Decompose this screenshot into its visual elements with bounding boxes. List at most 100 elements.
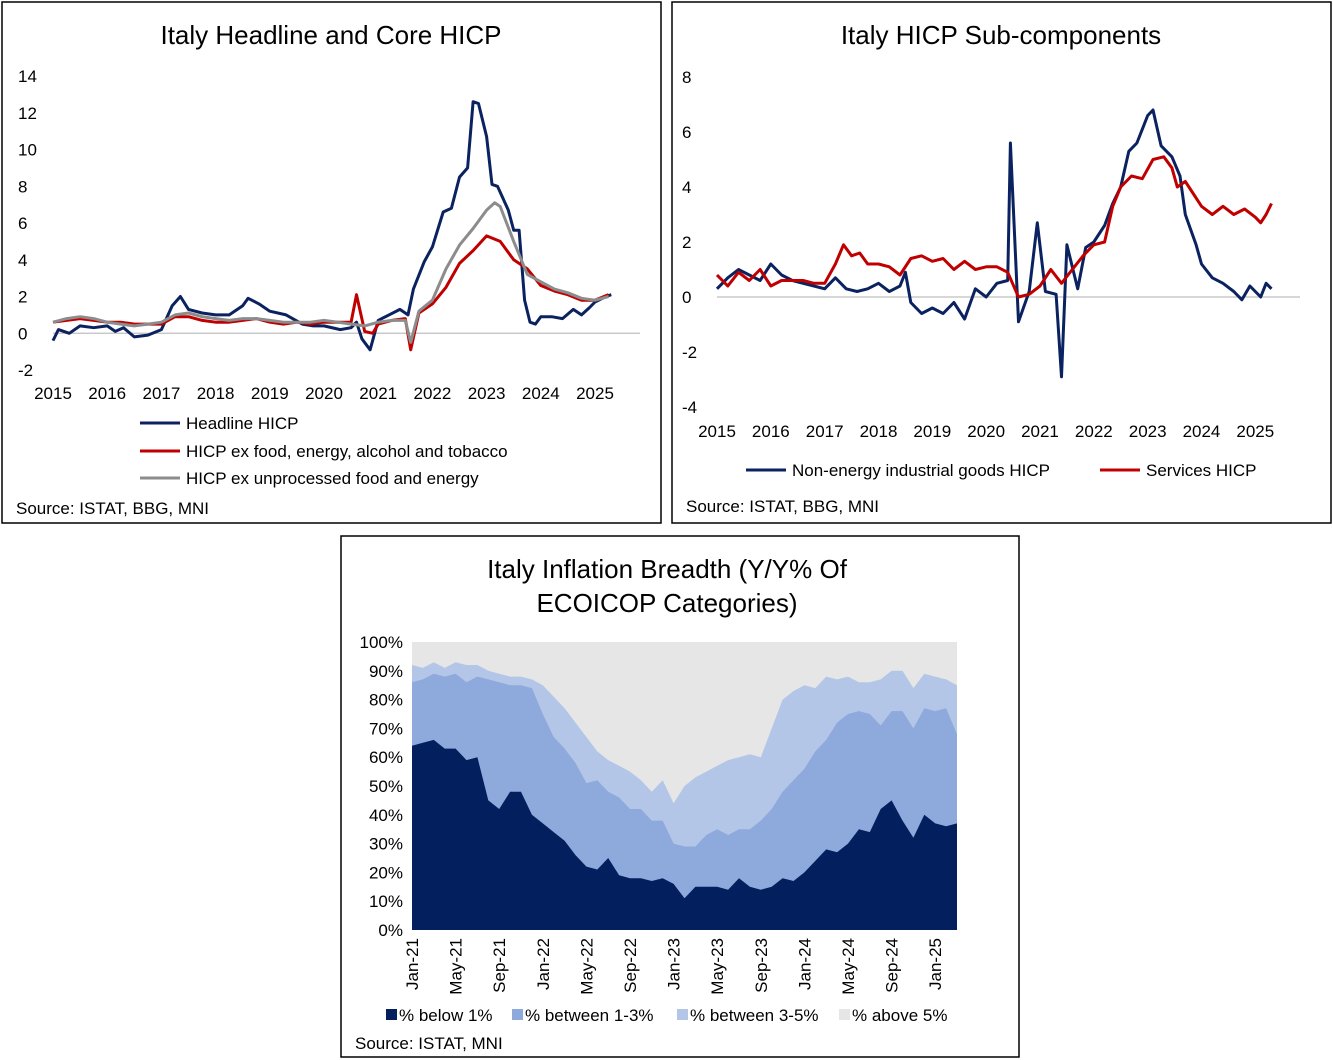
legend-below1-label: % below 1% [399,1006,493,1025]
x-tick-label: 2022 [413,384,451,403]
x-tick-label: 2017 [806,422,844,441]
chart1-source: Source: ISTAT, BBG, MNI [16,499,209,518]
x-tick-label: 2015 [698,422,736,441]
x-tick-label: 2020 [967,422,1005,441]
chart3-legend: % below 1% % between 1-3% % between 3-5%… [386,1006,947,1025]
y-tick-label: -2 [682,343,697,362]
legend-1to3-swatch [512,1009,523,1020]
legend-ex-unprocessed-label: HICP ex unprocessed food and energy [186,469,479,488]
y-tick-label: 70% [369,719,403,738]
y-tick-label: 4 [18,251,27,270]
y-tick-label: 80% [369,691,403,710]
y-tick-label: 0 [682,288,691,307]
chart3-source: Source: ISTAT, MNI [355,1034,503,1053]
chart3-plot-area [412,642,957,930]
chart2-y-axis: -4 -2 0 2 4 6 8 [682,68,697,417]
chart1-x-axis: 2015 2016 2017 2018 2019 2020 2021 2022 2023 2024… [34,384,614,403]
y-tick-label: 12 [18,104,37,123]
chart-hicp-subcomponents: Italy HICP Sub-components -4 -2 0 2 4 6 8 2015… [671,1,1332,524]
series-line-1 [715,108,1273,379]
y-tick-label: 100% [360,633,403,652]
x-tick-label: 2019 [913,422,951,441]
y-tick-label: 10% [369,892,403,911]
chart3-title-line1: Italy Inflation Breadth (Y/Y% Of [487,554,848,584]
chart1-frame [1,1,662,524]
x-tick-label: 2025 [1236,422,1274,441]
x-tick-label: 2021 [359,384,397,403]
y-tick-label: 10 [18,141,37,160]
y-tick-label: 6 [682,123,691,142]
y-tick-label: 20% [369,863,403,882]
chart2-x-axis: 2015 2016 2017 2018 2019 2020 2021 2022 2023 2024… [698,422,1274,441]
x-tick-label: Jan-22 [534,938,553,990]
chart-headline-core-hicp: Italy Headline and Core HICP -2 0 2 4 6 8 10 12… [1,1,662,524]
legend-nonenergy-label: Non-energy industrial goods HICP [792,461,1050,480]
legend-1to3-label: % between 1-3% [525,1006,654,1025]
x-tick-label: Sep-23 [752,938,771,993]
x-tick-label: 2024 [1183,422,1221,441]
y-tick-label: 8 [682,68,691,87]
area-below-1 [412,739,957,930]
chart2-source: Source: ISTAT, BBG, MNI [686,497,879,516]
x-tick-label: May-23 [708,938,727,995]
chart3-x-axis: Jan-21 May-21 Sep-21 Jan-22 May-22 Sep-22 Jan-… [403,938,945,995]
chart1-title: Italy Headline and Core HICP [160,20,501,50]
y-tick-label: 8 [18,177,27,196]
x-tick-label: 2022 [1075,422,1113,441]
legend-3to5-label: % between 3-5% [690,1006,819,1025]
x-tick-label: 2017 [142,384,180,403]
chart2-title: Italy HICP Sub-components [841,20,1161,50]
x-tick-label: 2019 [251,384,289,403]
y-tick-label: 30% [369,835,403,854]
x-tick-label: 2016 [88,384,126,403]
x-tick-label: 2023 [468,384,506,403]
chart3-title-line2: ECOICOP Categories) [536,588,797,618]
x-tick-label: Jan-25 [926,938,945,990]
legend-services-label: Services HICP [1146,461,1257,480]
y-tick-label: 4 [682,178,691,197]
y-tick-label: 50% [369,777,403,796]
x-tick-label: Sep-24 [883,938,902,993]
series-line-2 [715,155,1273,299]
y-tick-label: 90% [369,662,403,681]
y-tick-label: 2 [682,233,691,252]
x-tick-label: 2018 [197,384,235,403]
chart3-y-axis: 0% 10% 20% 30% 40% 50% 60% 70% 80% 90% 100% [360,633,403,940]
x-tick-label: 2021 [1021,422,1059,441]
y-tick-label: -4 [682,398,697,417]
x-tick-label: Jan-21 [403,938,422,990]
x-tick-label: Sep-21 [490,938,509,993]
x-tick-label: 2018 [860,422,898,441]
x-tick-label: 2016 [752,422,790,441]
y-tick-label: 6 [18,214,27,233]
x-tick-label: May-24 [839,938,858,995]
series-line-3 [52,201,609,344]
x-tick-label: May-21 [447,938,466,995]
legend-above5-label: % above 5% [852,1006,947,1025]
y-tick-label: 0% [378,921,403,940]
x-tick-label: May-22 [577,938,596,995]
legend-core-label: HICP ex food, energy, alcohol and tobacc… [186,442,508,461]
x-tick-label: 2023 [1129,422,1167,441]
y-tick-label: 40% [369,806,403,825]
y-tick-label: -2 [18,361,33,380]
chart-inflation-breadth: Italy Inflation Breadth (Y/Y% Of ECOICOP… [340,535,1020,1058]
series-line-1 [51,100,612,352]
x-tick-label: 2020 [305,384,343,403]
legend-headline-label: Headline HICP [186,414,298,433]
chart1-y-axis: -2 0 2 4 6 8 10 12 14 [18,67,37,380]
legend-below1-swatch [386,1009,397,1020]
x-tick-label: Jan-23 [665,938,684,990]
x-tick-label: Sep-22 [621,938,640,993]
chart1-legend: Headline HICP HICP ex food, energy, alco… [140,414,508,488]
x-tick-label: 2025 [576,384,614,403]
chart2-legend: Non-energy industrial goods HICP Service… [746,461,1257,480]
legend-above5-swatch [839,1009,850,1020]
y-tick-label: 2 [18,288,27,307]
y-tick-label: 14 [18,67,37,86]
legend-3to5-swatch [677,1009,688,1020]
chart1-plot-area [51,100,612,352]
y-tick-label: 0 [18,324,27,343]
x-tick-label: 2024 [522,384,560,403]
